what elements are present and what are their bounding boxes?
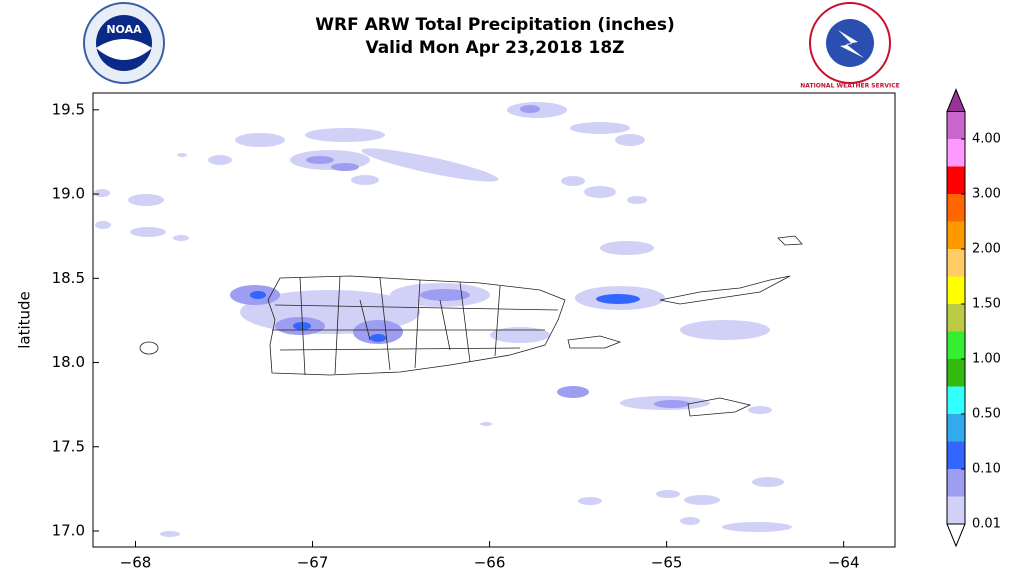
title: WRF ARW Total Precipitation (inches) xyxy=(315,15,674,35)
colorbar-label: 0.01 xyxy=(972,517,1001,532)
nws-logo: NATIONAL WEATHER SERVICE xyxy=(800,2,900,90)
x-tick-label: −67 xyxy=(297,554,329,572)
y-tick-label: 18.0 xyxy=(52,353,85,371)
colorbar-over xyxy=(946,88,966,112)
colorbar-segment xyxy=(947,221,965,249)
colorbar-label: 1.50 xyxy=(972,297,1001,312)
colorbar-segment xyxy=(947,166,965,194)
colorbar-segment xyxy=(947,441,965,469)
y-tick-label: 18.5 xyxy=(52,269,85,287)
x-tick-label: −66 xyxy=(474,554,506,572)
colorbar-segment xyxy=(947,331,965,359)
colorbar-label: 2.00 xyxy=(972,242,1001,257)
map-plot xyxy=(92,92,896,548)
colorbar-label: 4.00 xyxy=(972,132,1001,147)
precip-shading xyxy=(94,102,792,537)
colorbar-label: 1.00 xyxy=(972,352,1001,367)
noaa-text: NOAA xyxy=(106,23,142,36)
colorbar-segment xyxy=(947,304,965,332)
colorbar-segment xyxy=(947,386,965,414)
nws-text: NATIONAL WEATHER SERVICE xyxy=(800,83,899,90)
colorbar-under xyxy=(946,523,966,548)
colorbar: 0.01 0.10 0.50 1.00 1.50 2.00 3.00 4.00 xyxy=(946,88,1001,548)
colorbar-segment xyxy=(947,276,965,304)
y-tick-label: 17.0 xyxy=(52,521,85,539)
plot-frame xyxy=(92,92,896,548)
colorbar-label: 0.50 xyxy=(972,407,1001,422)
x-tick-label: −64 xyxy=(828,554,860,572)
colorbar-segment xyxy=(947,469,965,497)
y-tick-label: 19.5 xyxy=(52,100,85,118)
y-tick-label: 17.5 xyxy=(52,437,85,455)
colorbar-label: 0.10 xyxy=(972,462,1001,477)
colorbar-segment xyxy=(947,496,965,524)
noaa-logo: NOAA xyxy=(83,2,165,84)
colorbar-segment xyxy=(947,194,965,222)
colorbar-frame xyxy=(946,111,966,525)
x-tick-label: −68 xyxy=(120,554,152,572)
y-tick-label: 19.0 xyxy=(52,185,85,203)
colorbar-label: 3.00 xyxy=(972,187,1001,202)
colorbar-segment xyxy=(947,359,965,387)
y-axis-label: latitude xyxy=(16,291,34,349)
colorbar-segment xyxy=(947,414,965,442)
x-tick-label: −65 xyxy=(651,554,683,572)
subtitle: Valid Mon Apr 23,2018 18Z xyxy=(365,38,624,58)
colorbar-segment xyxy=(947,249,965,277)
colorbar-segment xyxy=(947,111,965,139)
colorbar-segment xyxy=(947,139,965,167)
coastlines xyxy=(139,235,803,417)
